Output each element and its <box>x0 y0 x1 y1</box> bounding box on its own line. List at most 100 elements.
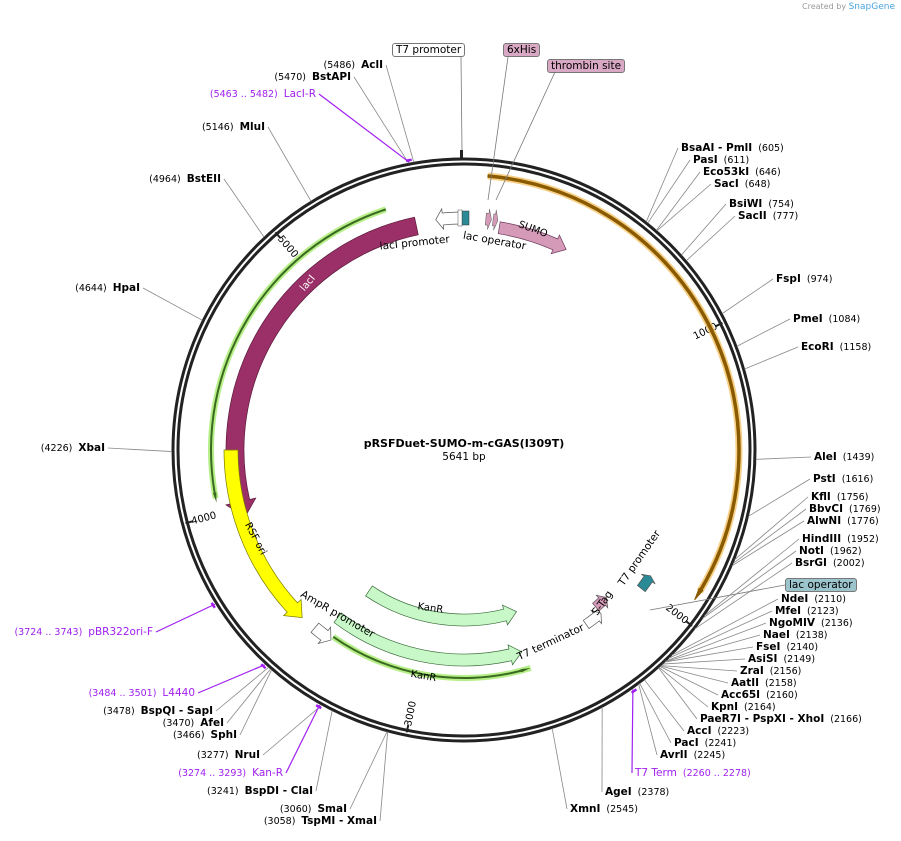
sumo-feature[interactable] <box>497 221 567 255</box>
restriction-site-label[interactable]: (5470) BstAPI <box>268 71 351 84</box>
site-name: PasI <box>693 154 718 166</box>
primer-mark <box>210 602 216 609</box>
feature-leader-line <box>487 56 509 201</box>
primer-label[interactable]: T7 Term (2260 .. 2278) <box>635 767 757 780</box>
site-name: AfeI <box>200 717 224 729</box>
restriction-site-label[interactable]: (3058) TspMI - XmaI <box>258 815 377 828</box>
restriction-site-label[interactable]: SacII (777) <box>738 210 804 223</box>
feature-badge-t7-promoter[interactable]: T7 promoter <box>392 43 466 57</box>
restriction-site-label[interactable]: (5146) MluI <box>196 121 265 134</box>
restriction-site-label[interactable]: PaeR7I - PspXI - XhoI (2166) <box>700 713 868 726</box>
restriction-site-label[interactable]: AleI (1439) <box>814 451 880 464</box>
feature-badge-lac-operator[interactable]: lac operator <box>785 578 857 592</box>
restriction-site-label[interactable]: (5486) AclI <box>318 59 383 72</box>
restriction-site-label[interactable]: PstI (1616) <box>813 473 879 486</box>
site-name: SacII <box>738 210 767 222</box>
restriction-site-label[interactable]: EcoRI (1158) <box>801 341 877 354</box>
primer-leader-line <box>285 704 321 774</box>
restriction-site-label[interactable]: FseI (2140) <box>756 641 824 654</box>
snapgene-credit: Created by SnapGene <box>802 2 895 12</box>
t7-promoter-feature[interactable] <box>636 573 656 593</box>
restriction-site-label[interactable]: AlwNI (1776) <box>807 515 885 528</box>
restriction-site-label[interactable]: NaeI (2138) <box>763 629 834 642</box>
site-name: L4440 <box>162 687 195 699</box>
restriction-site-label[interactable]: MfeI (2123) <box>775 605 845 618</box>
primer-label[interactable]: (3274 .. 3293) Kan-R <box>172 767 283 780</box>
site-position: (2241) <box>704 738 737 749</box>
restriction-site-label[interactable]: (3470) AfeI <box>157 717 224 730</box>
restriction-site-label[interactable]: (4964) BstEII <box>143 173 221 186</box>
restriction-site-label[interactable]: (3466) SphI <box>167 729 237 742</box>
feature-badge-thrombin-site[interactable]: thrombin site <box>547 59 626 73</box>
restriction-site-label[interactable]: BsrGI (2002) <box>795 557 871 570</box>
restriction-site-label[interactable]: (4644) HpaI <box>69 282 140 295</box>
restriction-site-label[interactable]: NgoMIV (2136) <box>769 617 859 630</box>
restriction-site-label[interactable]: AsiSI (2149) <box>748 653 821 666</box>
restriction-site-label[interactable]: BsaAI - PmlI (605) <box>681 142 790 155</box>
restriction-site-label[interactable]: PasI (611) <box>693 154 755 167</box>
restriction-site-label[interactable]: (4226) XbaI <box>35 442 105 455</box>
restriction-site-label[interactable]: KflI (1756) <box>811 491 874 504</box>
restriction-site-label[interactable]: (3277) NruI <box>191 749 260 762</box>
restriction-site-label[interactable]: Eco53kI (646) <box>703 166 787 179</box>
s-tag-feature[interactable] <box>592 594 609 612</box>
6xhis-feature[interactable] <box>484 209 492 230</box>
restriction-site-label[interactable]: BbvCI (1769) <box>809 503 887 516</box>
restriction-site-label[interactable]: XmnI (2545) <box>570 803 644 816</box>
t7-promoter-feature-top[interactable] <box>457 209 463 227</box>
restriction-site-label[interactable]: PacI (2241) <box>674 737 742 750</box>
restriction-site-label[interactable]: AvrII (2245) <box>660 749 731 762</box>
site-leader-line <box>647 159 691 224</box>
restriction-site-label[interactable]: BsiWI (754) <box>729 198 800 211</box>
site-name: LacI-R <box>283 88 316 100</box>
restriction-site-label[interactable]: FspI (974) <box>776 273 838 286</box>
site-position: (1776) <box>847 516 879 527</box>
ampr-promoter-feature[interactable] <box>310 622 332 645</box>
tick-mark <box>685 620 693 627</box>
primer-mark <box>260 663 267 670</box>
t7-promoter-label: T7 promoter <box>615 528 663 590</box>
site-leader-line <box>662 658 746 665</box>
restriction-site-label[interactable]: (3478) BspQI - SapI <box>97 705 213 718</box>
primer-label[interactable]: (3484 .. 3501) L4440 <box>83 687 195 700</box>
site-leader-line <box>702 550 797 619</box>
site-leader-line <box>315 710 333 792</box>
restriction-site-label[interactable]: (3241) BspDI - ClaI <box>201 785 313 798</box>
site-leader-line <box>226 668 272 724</box>
primer-leader-line <box>631 689 634 774</box>
site-name: SacI <box>714 178 739 190</box>
rsf-ori-feature[interactable] <box>223 449 303 618</box>
restriction-site-label[interactable]: NotI (1962) <box>799 545 868 558</box>
lac-operator-feature[interactable] <box>461 210 470 226</box>
primer-label[interactable]: (3724 .. 3743) pBR322ori-F <box>8 626 153 639</box>
primer-label[interactable]: (5463 .. 5482) LacI-R <box>204 88 316 101</box>
site-position: (648) <box>744 179 771 190</box>
kanr-feature-2[interactable] <box>333 612 523 667</box>
restriction-site-label[interactable]: AgeI (2378) <box>605 786 675 799</box>
kanr-label-1: KanR <box>417 601 444 615</box>
site-name: BbvCI <box>809 503 843 515</box>
thrombin-feature[interactable] <box>492 209 499 231</box>
site-leader-line <box>239 669 273 736</box>
restriction-site-label[interactable]: ZraI (2156) <box>740 665 807 678</box>
restriction-site-label[interactable]: AccI (2223) <box>687 725 755 738</box>
site-position: (3478) <box>103 706 135 717</box>
site-leader-line <box>215 666 270 712</box>
site-position: (1952) <box>847 534 879 545</box>
restriction-site-label[interactable]: (3060) SmaI <box>274 803 347 816</box>
restriction-site-label[interactable]: PmeI (1084) <box>793 313 866 326</box>
restriction-site-label[interactable]: HindIII (1952) <box>802 533 885 546</box>
laci-feature[interactable] <box>225 216 419 518</box>
laci-promoter-feature[interactable] <box>435 207 461 231</box>
site-name: NotI <box>799 545 824 557</box>
t7-terminator-feature[interactable] <box>582 609 602 630</box>
kanr-feature-1[interactable] <box>365 585 518 627</box>
site-name: BspQI - SapI <box>140 705 213 717</box>
restriction-site-label[interactable]: Acc65I (2160) <box>721 689 804 702</box>
feature-badge-6xhis[interactable]: 6xHis <box>503 43 541 57</box>
restriction-site-label[interactable]: SacI (648) <box>714 178 776 191</box>
restriction-site-label[interactable]: KpnI (2164) <box>711 701 782 714</box>
restriction-site-label[interactable]: AatII (2158) <box>731 677 803 690</box>
restriction-site-label[interactable]: NdeI (2110) <box>781 593 852 606</box>
